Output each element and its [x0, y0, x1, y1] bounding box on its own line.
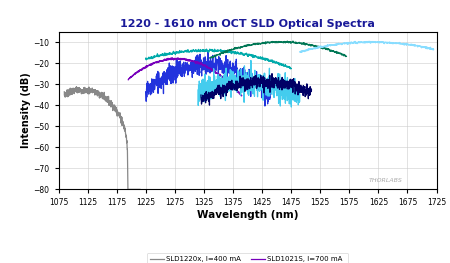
- SLD1220x, I=400 mA: [74, 85, 79, 88]
- SLD 1410x, I=600 mA: [282, 82, 287, 85]
- SLD 1450x, I=500 mA: [208, 57, 213, 60]
- SLD1021S, I=700 mA: [239, 94, 244, 97]
- SLD1220x, I=400 mA: [137, 188, 143, 191]
- SLD 1450x, I=500 mA: [231, 48, 237, 51]
- SLD1220x, I=400 mA: [106, 100, 112, 103]
- Line: SLD 1450x, I=500 mA: SLD 1450x, I=500 mA: [210, 41, 346, 58]
- SLD 1610x, I=800 mA: [376, 40, 382, 43]
- SLD1310x, I=900 mA: [268, 93, 274, 96]
- SLD1325, I=600 mA: [288, 67, 293, 70]
- SLD 1610x, I=800 mA: [297, 50, 302, 53]
- SLD 1450x, I=500 mA: [290, 39, 296, 43]
- SLD 1610x, I=800 mA: [367, 40, 373, 43]
- SLD1021S, I=700 mA: [169, 56, 175, 59]
- SLD 1330x, I=1200 mA: [221, 83, 227, 86]
- SLD1021S, I=700 mA: [126, 78, 131, 81]
- SLD 1450x, I=500 mA: [310, 44, 316, 47]
- SLD 1610x, I=800 mA: [298, 51, 304, 54]
- SLD1310x, I=900 mA: [206, 50, 211, 53]
- SLD1220x, I=400 mA: [75, 89, 81, 92]
- SLD1325, I=600 mA: [253, 54, 258, 57]
- SLD1310x, I=900 mA: [165, 75, 171, 78]
- SLD 1330x, I=1200 mA: [256, 84, 261, 87]
- SLD 1610x, I=800 mA: [321, 45, 326, 48]
- SLD 1610x, I=800 mA: [398, 42, 404, 45]
- SLD 1410x, I=600 mA: [207, 104, 212, 107]
- SLD 1410x, I=600 mA: [248, 82, 254, 85]
- SLD 1450x, I=500 mA: [243, 45, 248, 48]
- SLD1021S, I=700 mA: [155, 60, 160, 63]
- SLD1310x, I=900 mA: [227, 72, 232, 75]
- SLD1310x, I=900 mA: [262, 104, 268, 108]
- SLD1325, I=600 mA: [229, 50, 234, 53]
- SLD 1610x, I=800 mA: [358, 41, 363, 44]
- SLD 1450x, I=500 mA: [269, 41, 274, 44]
- Line: SLD1220x, I=400 mA: SLD1220x, I=400 mA: [64, 87, 140, 189]
- SLD 1610x, I=800 mA: [431, 48, 436, 51]
- SLD 1330x, I=1200 mA: [288, 105, 294, 109]
- Line: SLD1021S, I=700 mA: SLD1021S, I=700 mA: [128, 58, 242, 96]
- SLD1310x, I=900 mA: [175, 74, 180, 77]
- SLD1220x, I=400 mA: [112, 105, 117, 108]
- SLD 1410x, I=600 mA: [227, 83, 232, 86]
- SLD 1410x, I=600 mA: [309, 89, 314, 92]
- SLD1021S, I=700 mA: [177, 58, 183, 61]
- X-axis label: Wavelength (nm): Wavelength (nm): [197, 210, 298, 220]
- SLD1325, I=600 mA: [180, 50, 186, 53]
- SLD 1410x, I=600 mA: [218, 97, 223, 100]
- SLD1325, I=600 mA: [209, 49, 215, 52]
- SLD1310x, I=900 mA: [200, 67, 205, 70]
- SLD1310x, I=900 mA: [238, 77, 243, 80]
- SLD1310x, I=900 mA: [143, 90, 148, 93]
- SLD1021S, I=700 mA: [238, 94, 244, 98]
- SLD 1410x, I=600 mA: [198, 93, 204, 97]
- SLD1220x, I=400 mA: [125, 188, 130, 191]
- SLD1021S, I=700 mA: [193, 60, 198, 63]
- SLD 1330x, I=1200 mA: [272, 86, 278, 89]
- SLD 1610x, I=800 mA: [387, 41, 392, 44]
- Line: SLD 1610x, I=800 mA: SLD 1610x, I=800 mA: [300, 41, 434, 52]
- SLD1325, I=600 mA: [204, 48, 209, 51]
- SLD 1330x, I=1200 mA: [241, 101, 247, 104]
- SLD 1330x, I=1200 mA: [195, 88, 201, 92]
- SLD1325, I=600 mA: [143, 57, 148, 60]
- SLD 1410x, I=600 mA: [264, 85, 269, 88]
- Title: 1220 - 1610 nm OCT SLD Optical Spectra: 1220 - 1610 nm OCT SLD Optical Spectra: [120, 19, 375, 29]
- SLD 1410x, I=600 mA: [272, 80, 278, 83]
- SLD1325, I=600 mA: [240, 53, 246, 56]
- SLD 1330x, I=1200 mA: [213, 91, 219, 94]
- Legend: SLD1220x, I=400 mA, SLD 1330x, I=1200 mA, SLD1310x, I=900 mA, SLD 1410x, I=600 m: SLD1220x, I=400 mA, SLD 1330x, I=1200 mA…: [147, 253, 348, 263]
- Text: THORLABS: THORLABS: [369, 178, 402, 183]
- SLD 1610x, I=800 mA: [332, 43, 337, 47]
- SLD 1410x, I=600 mA: [269, 72, 274, 75]
- SLD1021S, I=700 mA: [211, 69, 216, 72]
- SLD 1330x, I=1200 mA: [297, 93, 302, 96]
- Y-axis label: Intensity (dB): Intensity (dB): [21, 73, 31, 148]
- SLD1021S, I=700 mA: [146, 64, 151, 67]
- SLD 1450x, I=500 mA: [344, 55, 349, 58]
- SLD1310x, I=900 mA: [217, 64, 222, 67]
- SLD1220x, I=400 mA: [119, 118, 124, 121]
- SLD 1450x, I=500 mA: [288, 41, 293, 44]
- Line: SLD 1330x, I=1200 mA: SLD 1330x, I=1200 mA: [198, 60, 300, 107]
- SLD 1330x, I=1200 mA: [248, 59, 254, 62]
- Line: SLD1325, I=600 mA: SLD1325, I=600 mA: [146, 49, 291, 69]
- SLD 1330x, I=1200 mA: [264, 94, 269, 97]
- Line: SLD 1410x, I=600 mA: SLD 1410x, I=600 mA: [201, 74, 311, 105]
- SLD1220x, I=400 mA: [96, 91, 101, 94]
- SLD1021S, I=700 mA: [202, 64, 207, 67]
- SLD 1450x, I=500 mA: [207, 56, 212, 59]
- SLD1220x, I=400 mA: [62, 90, 67, 93]
- SLD1220x, I=400 mA: [81, 86, 86, 89]
- SLD 1450x, I=500 mA: [299, 43, 304, 46]
- SLD1325, I=600 mA: [169, 52, 174, 55]
- SLD1325, I=600 mA: [288, 67, 294, 70]
- Line: SLD1310x, I=900 mA: SLD1310x, I=900 mA: [146, 52, 271, 106]
